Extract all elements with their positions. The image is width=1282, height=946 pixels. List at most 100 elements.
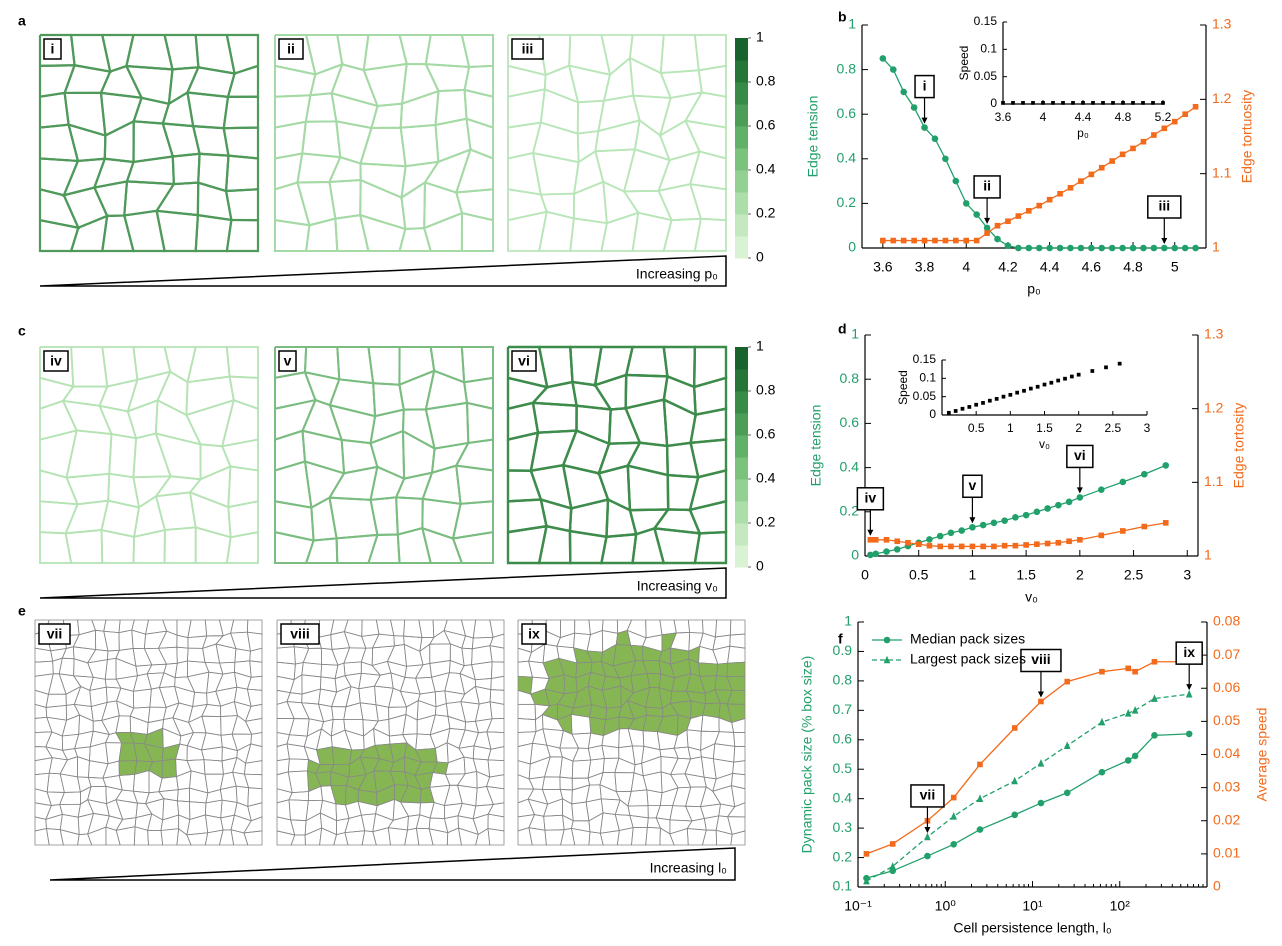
marker [1029, 387, 1033, 391]
chart: 10⁻¹10⁰10¹10²0.10.20.30.40.50.60.70.80.9… [799, 613, 1270, 936]
marker [1055, 502, 1062, 509]
inset: 0.511.522.5300.050.10.15v₀Speed [896, 352, 1150, 451]
pack-cell [717, 663, 728, 676]
wedge-caption: Increasing v₀ [637, 578, 718, 594]
colorbar-tick-label: 0.4 [756, 470, 776, 486]
y-tick-label: 1 [848, 16, 856, 32]
x-tick-label: 2.5 [1104, 421, 1121, 435]
x-tick-label: 5 [1171, 259, 1179, 275]
y2-axis-label: Edge tortuosity [1239, 90, 1255, 183]
y-tick-label: 0.15 [913, 352, 937, 366]
marker [1132, 753, 1139, 760]
arrow-head [1186, 684, 1192, 690]
cell-image: vii [35, 620, 262, 845]
x-axis-label: Cell persistence length, l₀ [953, 920, 1112, 936]
marker [967, 405, 971, 409]
marker [1141, 471, 1148, 478]
marker [974, 403, 978, 407]
marker [1151, 245, 1158, 252]
marker [905, 540, 911, 546]
x-tick-label: 1 [1007, 421, 1014, 435]
y-tick-label: 0.15 [974, 14, 998, 28]
marker [1151, 132, 1157, 138]
image-tag: vi [518, 353, 530, 369]
inset: 3.644.44.85.200.050.10.15p₀Speed [957, 14, 1171, 140]
marker [1077, 494, 1084, 501]
marker [924, 853, 931, 860]
marker [932, 135, 939, 142]
marker [1101, 101, 1105, 105]
marker [1057, 245, 1064, 252]
y-axis-label: Edge tension [805, 96, 821, 178]
marker [1172, 119, 1178, 125]
marker [1045, 541, 1051, 547]
marker [1023, 542, 1029, 548]
image-tag: viii [290, 626, 309, 642]
y-tick-label: 0.4 [840, 458, 860, 474]
y-axis-label: Speed [957, 46, 971, 81]
x-tick-label: 4.8 [1123, 259, 1143, 275]
x-tick-label: 0.5 [909, 567, 929, 583]
colorbar-step [735, 347, 748, 370]
y-tick-label: 0 [929, 407, 936, 421]
pack-cell [162, 759, 176, 778]
marker [950, 841, 957, 848]
y-tick-label: 0 [848, 239, 856, 255]
y-tick-label: 0.6 [833, 730, 853, 746]
annotation: ii [983, 178, 991, 194]
cell-image: viii [277, 620, 504, 845]
image-tag: iv [50, 353, 62, 369]
marker [1070, 375, 1074, 379]
panel-label: a [18, 13, 26, 29]
colorbar-step [735, 413, 748, 436]
colorbar-tick-label: 0.2 [756, 514, 776, 530]
marker [1192, 245, 1199, 252]
marker [980, 522, 987, 529]
y2-tick-label: 0.01 [1213, 845, 1240, 861]
marker [1036, 203, 1042, 209]
y-tick-label: 0.8 [840, 370, 860, 386]
y-axis-label: Speed [896, 370, 910, 405]
y-tick-label: 0.8 [833, 672, 853, 688]
x-tick-label: 1 [969, 567, 977, 583]
marker [947, 411, 951, 415]
marker [984, 230, 990, 236]
marker [1002, 543, 1008, 549]
cell-image: ix [518, 620, 745, 845]
marker [1125, 666, 1131, 672]
x-tick-label: 10⁻¹ [844, 898, 872, 914]
x-axis-label: v₀ [1025, 589, 1038, 605]
colorbar-step [735, 479, 748, 502]
marker [1011, 777, 1018, 785]
marker [1132, 706, 1139, 714]
y-tick-label: 1 [844, 613, 852, 629]
y-tick-label: 1 [851, 326, 859, 342]
annotation: iii [1158, 198, 1170, 214]
marker [1099, 669, 1105, 675]
cell-image: iii [508, 35, 726, 251]
chart: 3.63.844.24.44.64.8500.20.40.60.8111.11.… [805, 16, 1255, 297]
marker [991, 544, 997, 550]
marker [1125, 757, 1132, 764]
marker [937, 533, 944, 540]
x-tick-label: 4 [962, 259, 970, 275]
marker [1001, 517, 1008, 524]
colorbar-step [735, 545, 748, 568]
marker [1066, 499, 1073, 506]
marker [1063, 377, 1067, 381]
x-tick-label: 1.5 [1016, 567, 1036, 583]
marker [1182, 245, 1189, 252]
marker [1186, 731, 1193, 738]
marker [1151, 101, 1155, 105]
y2-tick-label: 0.07 [1213, 646, 1240, 662]
cell-image: v [275, 347, 493, 563]
y2-tick-label: 1.2 [1212, 90, 1232, 106]
y2-tick-label: 0 [1213, 878, 1221, 894]
colorbar-tick-label: 0.4 [756, 161, 776, 177]
marker [1161, 126, 1167, 132]
marker [889, 862, 896, 870]
marker [1034, 541, 1040, 547]
marker [973, 211, 980, 218]
marker [1044, 505, 1051, 512]
colorbar-step [735, 435, 748, 458]
